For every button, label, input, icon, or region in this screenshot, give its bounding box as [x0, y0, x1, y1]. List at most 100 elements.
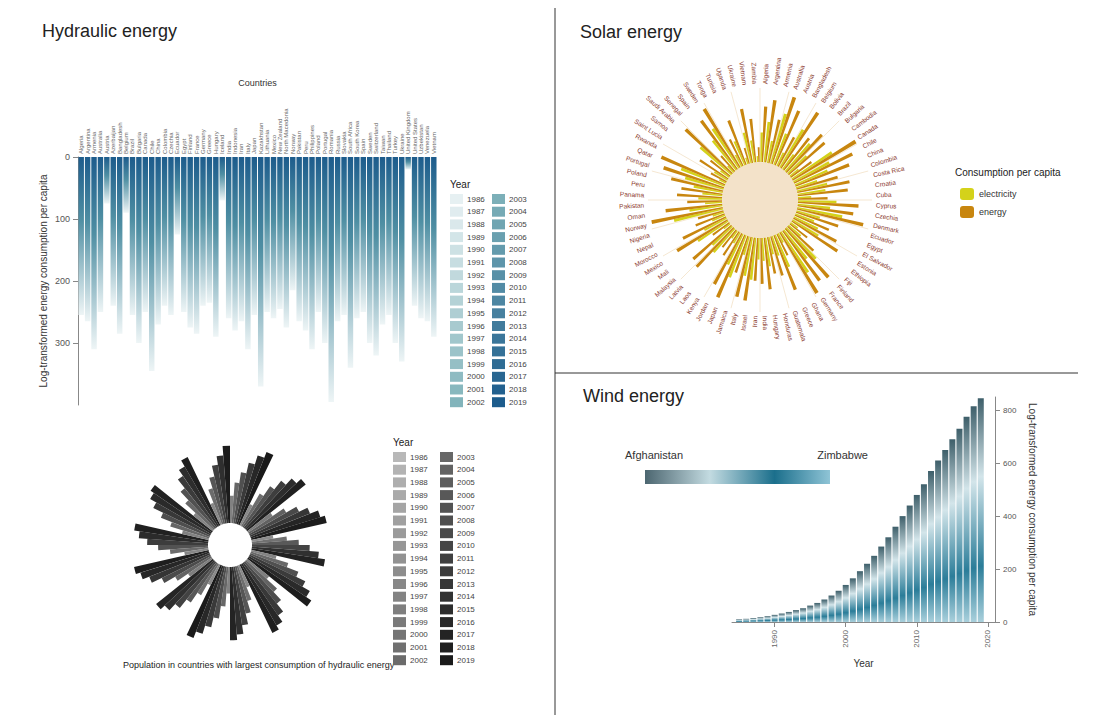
- svg-text:2008: 2008: [509, 258, 527, 267]
- svg-text:800: 800: [1003, 406, 1017, 415]
- svg-text:New Zealand: New Zealand: [277, 119, 283, 154]
- svg-text:1993: 1993: [410, 541, 428, 550]
- svg-text:200: 200: [1003, 565, 1017, 574]
- svg-text:Indonesia: Indonesia: [232, 127, 238, 154]
- svg-text:Hungary: Hungary: [771, 315, 782, 341]
- svg-text:2016: 2016: [509, 360, 527, 369]
- svg-text:Tonga: Tonga: [694, 80, 709, 100]
- svg-text:Hungary: Hungary: [213, 131, 219, 154]
- svg-text:United Kingdom: United Kingdom: [405, 111, 411, 154]
- svg-text:200: 200: [55, 276, 70, 286]
- svg-text:2002: 2002: [467, 398, 485, 407]
- svg-text:2011: 2011: [509, 296, 527, 305]
- svg-text:Venezuela: Venezuela: [424, 125, 430, 154]
- svg-text:1994: 1994: [410, 554, 428, 563]
- svg-text:Portugal: Portugal: [322, 132, 328, 154]
- svg-text:1994: 1994: [467, 296, 485, 305]
- svg-text:Honduras: Honduras: [782, 312, 795, 342]
- svg-text:2006: 2006: [509, 233, 527, 242]
- svg-text:Costa Rica: Costa Rica: [872, 165, 905, 179]
- svg-text:1999: 1999: [410, 618, 428, 627]
- svg-text:1991: 1991: [410, 516, 428, 525]
- svg-text:Wind energy: Wind energy: [583, 386, 684, 406]
- svg-text:Nigeria: Nigeria: [629, 231, 651, 245]
- svg-text:Japan: Japan: [706, 305, 720, 325]
- svg-text:Lithuania: Lithuania: [264, 129, 270, 154]
- svg-text:Peru: Peru: [631, 180, 646, 189]
- svg-text:2018: 2018: [509, 385, 527, 394]
- svg-text:Iceland: Iceland: [219, 135, 225, 154]
- svg-text:Egypt: Egypt: [181, 138, 187, 154]
- svg-text:United States: United States: [412, 118, 418, 154]
- svg-text:Malaysia: Malaysia: [653, 276, 678, 299]
- svg-text:2004: 2004: [509, 207, 527, 216]
- svg-text:Hydraulic energy: Hydraulic energy: [42, 21, 177, 41]
- svg-text:Solar energy: Solar energy: [580, 22, 682, 42]
- svg-text:Cuba: Cuba: [876, 191, 892, 199]
- svg-text:energy: energy: [979, 207, 1007, 217]
- svg-text:1992: 1992: [410, 529, 428, 538]
- svg-text:Russia: Russia: [335, 135, 341, 154]
- svg-text:300: 300: [55, 338, 70, 348]
- svg-text:Tunisia: Tunisia: [704, 72, 719, 94]
- svg-text:100: 100: [55, 214, 70, 224]
- svg-text:2017: 2017: [457, 630, 475, 639]
- svg-text:2003: 2003: [457, 453, 475, 462]
- svg-text:2001: 2001: [467, 385, 485, 394]
- svg-text:electricity: electricity: [979, 189, 1017, 199]
- svg-text:Norway: Norway: [625, 222, 649, 235]
- svg-text:India: India: [762, 316, 770, 331]
- svg-text:1992: 1992: [467, 271, 485, 280]
- svg-text:Qatar: Qatar: [636, 146, 655, 160]
- svg-text:Afghanistan: Afghanistan: [625, 449, 683, 461]
- svg-text:Sweden: Sweden: [367, 132, 373, 154]
- svg-text:2002: 2002: [410, 656, 428, 665]
- svg-text:2010: 2010: [457, 541, 475, 550]
- svg-text:2000: 2000: [467, 372, 485, 381]
- svg-text:South Korea: South Korea: [354, 120, 360, 154]
- svg-text:Poland: Poland: [315, 135, 321, 154]
- svg-text:Romania: Romania: [328, 129, 334, 154]
- svg-text:1988: 1988: [467, 220, 485, 229]
- svg-text:Iran: Iran: [751, 315, 759, 327]
- svg-text:2017: 2017: [509, 372, 527, 381]
- svg-text:2003: 2003: [509, 195, 527, 204]
- svg-text:2009: 2009: [509, 271, 527, 280]
- svg-text:Year: Year: [393, 437, 414, 448]
- svg-text:Spain: Spain: [360, 139, 366, 154]
- svg-text:2013: 2013: [457, 580, 475, 589]
- svg-text:Panama: Panama: [620, 190, 645, 198]
- svg-text:1996: 1996: [410, 580, 428, 589]
- svg-text:2004: 2004: [457, 465, 475, 474]
- svg-text:2007: 2007: [509, 245, 527, 254]
- svg-text:Canada: Canada: [142, 132, 148, 154]
- svg-text:1998: 1998: [410, 605, 428, 614]
- svg-text:Log-transformed energy consump: Log-transformed energy consumption per c…: [1027, 403, 1038, 616]
- svg-text:Bulgaria: Bulgaria: [136, 131, 142, 154]
- svg-text:Finland: Finland: [187, 134, 193, 154]
- svg-text:Czechia: Czechia: [875, 212, 900, 222]
- svg-text:Bangladesh: Bangladesh: [117, 122, 123, 154]
- svg-text:South Africa: South Africa: [347, 121, 353, 154]
- svg-text:Poland: Poland: [626, 167, 648, 178]
- svg-text:Uganda: Uganda: [714, 67, 729, 91]
- svg-text:China: China: [866, 146, 885, 159]
- svg-text:Switzerland: Switzerland: [373, 123, 379, 154]
- svg-text:Population in countries with l: Population in countries with largest con…: [123, 660, 395, 670]
- svg-text:Argentina: Argentina: [85, 128, 91, 154]
- svg-text:Peru: Peru: [303, 141, 309, 154]
- svg-text:Mexico: Mexico: [271, 134, 277, 154]
- svg-text:Thailand: Thailand: [386, 131, 392, 154]
- svg-text:Kazakhstan: Kazakhstan: [258, 123, 264, 154]
- svg-text:600: 600: [1003, 459, 1017, 468]
- svg-text:2010: 2010: [509, 283, 527, 292]
- svg-text:2018: 2018: [457, 643, 475, 652]
- svg-text:2001: 2001: [410, 643, 428, 652]
- svg-text:Israel: Israel: [739, 315, 748, 332]
- svg-text:Argentina: Argentina: [772, 57, 784, 86]
- svg-text:Log-transformed energy consump: Log-transformed energy consumption per c…: [38, 174, 49, 387]
- svg-text:Pakistan: Pakistan: [619, 202, 645, 210]
- svg-text:2012: 2012: [457, 567, 475, 576]
- svg-text:2014: 2014: [509, 334, 527, 343]
- svg-text:Japan: Japan: [251, 138, 257, 154]
